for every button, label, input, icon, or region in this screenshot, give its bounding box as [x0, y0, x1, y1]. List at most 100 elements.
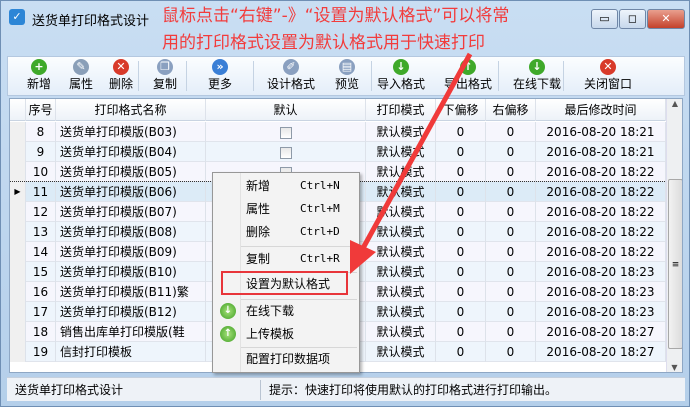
row-indicator [10, 162, 26, 182]
vertical-scrollbar[interactable]: ▲ ≡ ▼ [666, 99, 682, 372]
table-cell: 0 [486, 182, 536, 202]
table-cell: 0 [486, 162, 536, 182]
column-header[interactable]: 最后修改时间 [536, 99, 666, 121]
table-cell: 2016-08-20 18:22 [536, 242, 666, 262]
table-cell: 0 [486, 122, 536, 142]
table-cell: 0 [486, 242, 536, 262]
table-cell: 送货单打印模版(B05) [56, 162, 206, 182]
toolbar-label: 关闭窗口 [583, 77, 632, 91]
toolbar-button-4[interactable]: » 更多 [196, 59, 244, 92]
table-cell: 2016-08-20 18:22 [536, 222, 666, 242]
row-indicator [10, 202, 26, 222]
column-header[interactable]: 默认 [206, 99, 366, 121]
menu-label: 设置为默认格式 [246, 277, 331, 291]
maximize-button[interactable]: ◻ [619, 9, 646, 29]
table-cell: 送货单打印模版(B10) [56, 262, 206, 282]
scroll-thumb[interactable]: ≡ [668, 179, 682, 349]
table-cell: 默认模式 [366, 342, 436, 362]
default-checkbox[interactable] [279, 126, 292, 139]
design-icon: ✐ [283, 59, 299, 75]
table-cell: 2016-08-20 18:21 [536, 142, 666, 162]
column-header[interactable]: 打印格式名称 [56, 99, 206, 121]
table-cell: 默认模式 [366, 222, 436, 242]
toolbar-button-10[interactable]: ✕ 关闭窗口 [576, 59, 640, 92]
import-icon: ↓ [393, 59, 409, 75]
row-indicator [10, 342, 26, 362]
table-cell: 送货单打印模版(B03) [56, 122, 206, 142]
table-cell: 0 [436, 302, 486, 322]
menu-item-properties[interactable]: 属性 Ctrl+M [213, 198, 359, 220]
toolbar-button-1[interactable]: ✎ 属性 [63, 59, 99, 92]
menu-shortcut: Ctrl+M [300, 202, 340, 215]
table-cell: 0 [436, 242, 486, 262]
table-cell: 0 [436, 202, 486, 222]
row-indicator [10, 242, 26, 262]
menu-item-config[interactable]: 配置打印数据项 [213, 348, 359, 370]
arrow-head [350, 240, 376, 274]
menu-item-upload[interactable]: ↑ 上传模板 [213, 323, 359, 345]
table-cell: 默认模式 [366, 302, 436, 322]
menu-item-new[interactable]: 新增 Ctrl+N [213, 175, 359, 197]
minimize-button[interactable]: ▭ [591, 9, 618, 29]
status-divider [260, 380, 261, 400]
close-button[interactable]: ✕ [647, 9, 685, 29]
table-cell: 送货单打印模版(B04) [56, 142, 206, 162]
menu-separator [241, 347, 357, 348]
download-icon: ↓ [220, 303, 236, 319]
table-cell: 0 [486, 282, 536, 302]
toolbar-separator [371, 61, 372, 91]
table-cell: 0 [436, 142, 486, 162]
default-checkbox-cell [206, 142, 366, 162]
table-cell: 2016-08-20 18:22 [536, 202, 666, 222]
menu-item-set-default[interactable]: 设置为默认格式 [213, 273, 359, 295]
toolbar-button-7[interactable]: ↓ 导入格式 [373, 59, 429, 92]
menu-shortcut: Ctrl+D [300, 225, 340, 238]
table-cell: 11 [26, 182, 56, 202]
toolbar-button-6[interactable]: ▤ 预览 [328, 59, 366, 92]
table-cell: 0 [486, 302, 536, 322]
table-cell: 2016-08-20 18:23 [536, 262, 666, 282]
toolbar-button-0[interactable]: + 新增 [22, 59, 56, 92]
table-cell: 0 [486, 222, 536, 242]
toolbar-button-5[interactable]: ✐ 设计格式 [260, 59, 322, 92]
delete-circle-icon: ✕ [113, 59, 129, 75]
table-cell: 0 [436, 122, 486, 142]
status-left: 送货单打印格式设计 [15, 383, 124, 397]
default-checkbox[interactable] [279, 146, 292, 159]
menu-item-delete[interactable]: 删除 Ctrl+D [213, 221, 359, 243]
upload-icon: ↑ [220, 326, 236, 342]
table-cell: 0 [436, 222, 486, 242]
table-cell: 2016-08-20 18:23 [536, 302, 666, 322]
table-cell: 2016-08-20 18:23 [536, 282, 666, 302]
scroll-up-icon[interactable]: ▲ [671, 99, 679, 108]
menu-label: 删除 [246, 225, 271, 239]
grid-header: 序号 打印格式名称 默认 打印模式 下偏移 右偏移 最后修改时间 [10, 99, 666, 121]
menu-item-download[interactable]: ↓ 在线下载 [213, 300, 359, 322]
column-header[interactable]: 右偏移 [486, 99, 536, 121]
table-row[interactable]: 8 送货单打印模版(B03) 默认模式 0 0 2016-08-20 18:21 [10, 122, 666, 142]
toolbar-button-9[interactable]: ↓ 在线下载 [508, 59, 566, 92]
window-title: 送货单打印格式设计 [32, 14, 150, 29]
column-header[interactable]: 下偏移 [436, 99, 486, 121]
table-cell: 默认模式 [366, 282, 436, 302]
table-cell: 0 [486, 342, 536, 362]
table-row[interactable]: 9 送货单打印模版(B04) 默认模式 0 0 2016-08-20 18:21 [10, 142, 666, 162]
download-icon: ↓ [529, 59, 545, 75]
row-indicator [10, 222, 26, 242]
column-header[interactable]: 打印模式 [366, 99, 436, 121]
menu-label: 在线下载 [246, 304, 295, 318]
toolbar-label: 复制 [152, 77, 177, 91]
toolbar-button-3[interactable]: ❐ 复制 [148, 59, 182, 92]
row-indicator-header [10, 99, 26, 121]
toolbar-button-2[interactable]: ✕ 删除 [104, 59, 138, 92]
annotation-line-2: 用的打印格式设置为默认格式用于快速打印 [162, 33, 485, 53]
table-cell: 16 [26, 282, 56, 302]
table-cell: 0 [486, 262, 536, 282]
table-cell: 默认模式 [366, 122, 436, 142]
table-cell: 0 [436, 262, 486, 282]
menu-item-copy[interactable]: 复制 Ctrl+R [213, 248, 359, 270]
toolbar-label: 属性 [68, 77, 93, 91]
menu-label: 复制 [246, 252, 271, 266]
column-header[interactable]: 序号 [26, 99, 56, 121]
scroll-down-icon[interactable]: ▼ [671, 363, 678, 372]
